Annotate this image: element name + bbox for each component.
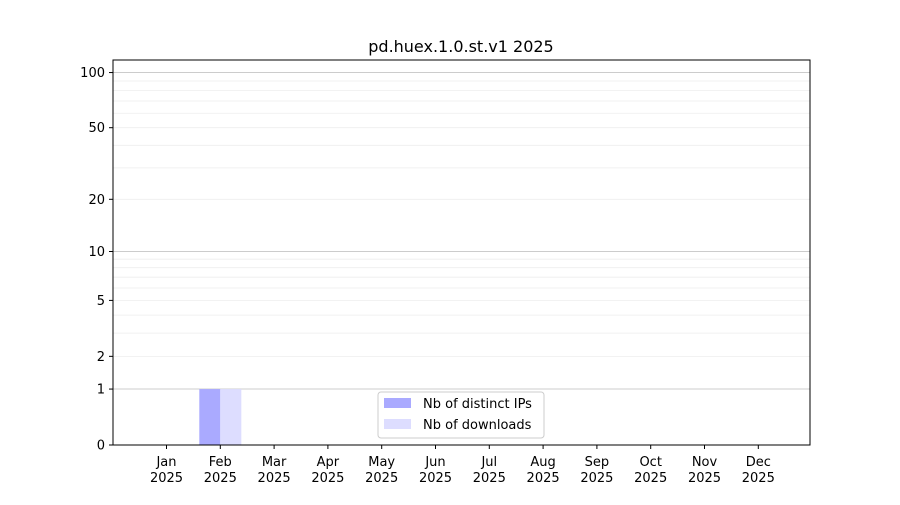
bar-downloads [220, 389, 242, 445]
y-tick-label: 100 [80, 66, 105, 81]
x-tick-label: Oct 2025 [634, 455, 667, 486]
x-tick-label: Jun 2025 [419, 455, 452, 486]
legend-swatch [384, 419, 411, 429]
x-tick-label: Jan 2025 [150, 455, 183, 486]
x-tick-label: Apr 2025 [311, 455, 344, 486]
bar-distinct-ips [199, 389, 221, 445]
x-tick-label: Sep 2025 [580, 455, 613, 486]
plot-frame [112, 59, 811, 446]
y-tick-label: 20 [88, 193, 105, 208]
x-tick-label: Jul 2025 [473, 455, 506, 486]
y-tick-label: 50 [88, 121, 105, 136]
y-tick-label: 1 [97, 383, 105, 398]
y-tick-label: 5 [97, 294, 105, 309]
x-tick-label: Aug 2025 [527, 455, 560, 486]
legend: Nb of distinct IPs Nb of downloads [377, 391, 545, 439]
legend-swatch [384, 398, 411, 408]
x-tick-label: May 2025 [365, 455, 398, 486]
y-tick-label: 0 [97, 439, 105, 454]
legend-label: Nb of distinct IPs [423, 397, 532, 412]
x-tick-label: Nov 2025 [688, 455, 721, 486]
y-tick-label: 2 [97, 350, 105, 365]
x-tick-label: Mar 2025 [258, 455, 291, 486]
y-tick-label: 10 [88, 245, 105, 260]
x-tick-label: Dec 2025 [742, 455, 775, 486]
legend-label: Nb of downloads [423, 418, 532, 433]
chart-title: pd.huex.1.0.st.v1 2025 [368, 37, 553, 56]
x-tick-label: Feb 2025 [204, 455, 237, 486]
legend-box [377, 391, 545, 439]
